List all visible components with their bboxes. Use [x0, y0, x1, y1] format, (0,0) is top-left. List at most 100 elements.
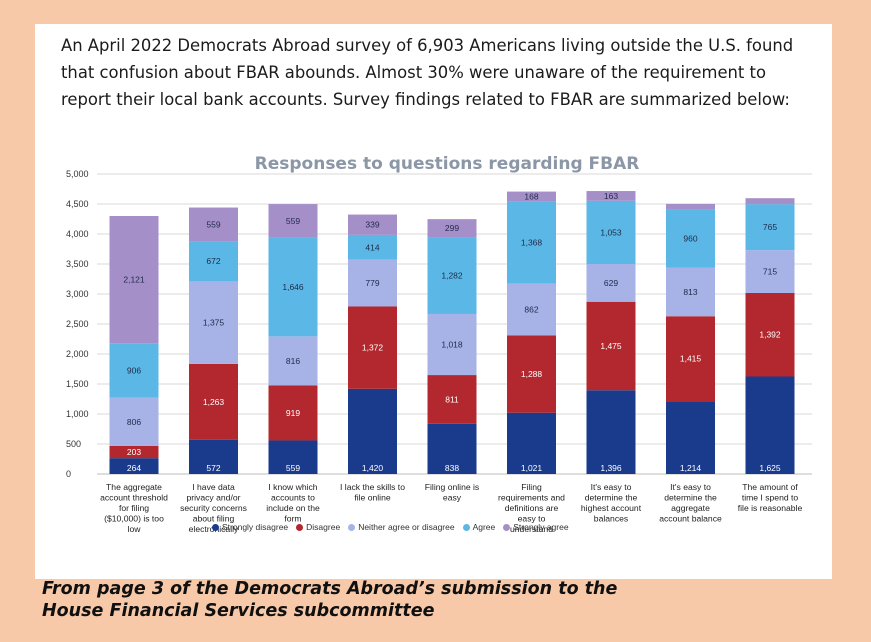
legend-item: Disagree [296, 522, 340, 532]
legend-item: Agree [462, 522, 496, 532]
intro-paragraph: An April 2022 Democrats Abroad survey of… [61, 36, 794, 109]
data-label: 1,372 [362, 343, 384, 353]
x-category-label: about filing [193, 514, 235, 524]
x-category-label: easy to [518, 514, 546, 524]
data-label: 765 [763, 222, 777, 232]
data-label: 813 [683, 287, 697, 297]
legend-label: Disagree [306, 522, 341, 532]
x-category-label: account threshold [100, 493, 168, 503]
bar-segment-neither-agree-or-disagree [109, 397, 159, 446]
data-label: 1,018 [441, 340, 463, 350]
x-category-label: privacy and/or [187, 493, 241, 503]
x-category-label: account balance [659, 514, 722, 524]
x-category-label: I lack the skills to [340, 482, 405, 492]
data-label: 838 [445, 463, 459, 473]
bar-segment-neither-agree-or-disagree [348, 259, 397, 307]
legend-swatch [348, 523, 356, 531]
data-label: 1,415 [680, 354, 702, 364]
bar-segment-agree [189, 241, 238, 282]
legend-swatch [462, 523, 470, 531]
bar-segment-neither-agree-or-disagree [586, 264, 636, 302]
y-tick-label: 2,000 [66, 349, 89, 359]
x-category-label: Filing online is [425, 482, 479, 492]
data-label: 1,625 [759, 463, 781, 473]
bar-segment-disagree [189, 363, 238, 440]
data-label: 264 [127, 463, 141, 473]
bar-segment-disagree [666, 316, 715, 402]
data-label: 163 [604, 191, 618, 201]
bar-segment-strongly-agree [507, 191, 556, 202]
bar-segment-strongly-agree [666, 203, 715, 210]
data-label: 1,263 [203, 397, 225, 407]
data-label: 1,375 [203, 318, 225, 328]
y-tick-label: 2,500 [66, 319, 89, 329]
bar-segment-strongly-agree [268, 204, 318, 238]
y-tick-label: 1,500 [66, 379, 89, 389]
legend-item: Strongly agree [503, 522, 569, 532]
x-category-label: low [128, 524, 142, 534]
x-category-label: determine the [664, 493, 717, 503]
source-caption: From page 3 of the Democrats Abroad’s su… [42, 579, 618, 621]
bar-segment-disagree [507, 335, 556, 413]
bar-segment-disagree [427, 375, 477, 424]
x-category-label: The amount of [742, 482, 798, 492]
x-category-label: accounts to [271, 493, 315, 503]
bar-segment-disagree [586, 301, 636, 391]
bar-segment-strongly-disagree [427, 423, 477, 474]
y-tick-label: 500 [66, 439, 81, 449]
data-label: 1,420 [362, 463, 384, 473]
bar-segment-neither-agree-or-disagree [745, 250, 795, 293]
y-tick-label: 3,000 [66, 289, 89, 299]
y-tick-label: 3,500 [66, 259, 89, 269]
y-tick-label: 0 [66, 469, 71, 479]
y-tick-label: 5,000 [66, 169, 89, 179]
x-category-label: ($10,000) is too [104, 514, 164, 524]
data-label: 1,214 [680, 463, 702, 473]
bar-segment-strongly-disagree [507, 412, 556, 474]
data-label: 414 [365, 242, 379, 252]
data-label: 906 [127, 365, 141, 375]
bar-segment-disagree [348, 306, 397, 389]
x-category-label: balances [594, 514, 628, 524]
data-label: 299 [445, 223, 459, 233]
bar-segment-agree [745, 204, 795, 251]
data-label: 559 [286, 463, 300, 473]
bar-segment-agree [427, 237, 477, 314]
bar-segment-agree [109, 343, 159, 398]
legend-swatch [212, 523, 219, 531]
bar-segment-neither-agree-or-disagree [666, 267, 715, 317]
bar-segment-strongly-disagree [586, 390, 636, 474]
y-tick-label: 4,000 [66, 229, 89, 239]
bar-segment-strongly-agree [109, 216, 159, 344]
data-label: 816 [286, 356, 300, 366]
data-label: 672 [206, 256, 220, 266]
x-category-label: definitions are [505, 503, 559, 513]
legend-swatch [503, 523, 511, 531]
x-category-label: understand [510, 524, 553, 534]
bar-segment-neither-agree-or-disagree [268, 336, 318, 386]
data-label: 806 [127, 417, 141, 427]
x-category-label: file is reasonable [738, 503, 803, 513]
y-tick-label: 1,000 [66, 409, 89, 419]
x-category-label: requirements and [498, 493, 565, 503]
x-category-label: for filing [119, 503, 149, 513]
data-label: 919 [286, 408, 300, 418]
data-label: 339 [365, 220, 379, 230]
data-label: 1,282 [441, 271, 463, 281]
bar-segment-strongly-disagree [189, 439, 238, 474]
bar-segment-agree [268, 237, 318, 337]
bar-segment-strongly-agree [348, 214, 397, 235]
data-label: 1,646 [282, 282, 304, 292]
data-label: 1,053 [600, 227, 622, 237]
x-category-label: determine the [585, 493, 638, 503]
x-category-label: I know which [268, 482, 317, 492]
data-label: 2,121 [123, 275, 145, 285]
data-label: 715 [763, 267, 777, 277]
x-category-label: highest account [581, 503, 642, 513]
legend-item: Strongly disagree [212, 522, 288, 532]
x-category-label: file online [354, 493, 391, 503]
legend-label: Agree [472, 522, 496, 532]
data-label: 1,475 [600, 341, 622, 351]
bar-segment-agree [507, 201, 556, 284]
